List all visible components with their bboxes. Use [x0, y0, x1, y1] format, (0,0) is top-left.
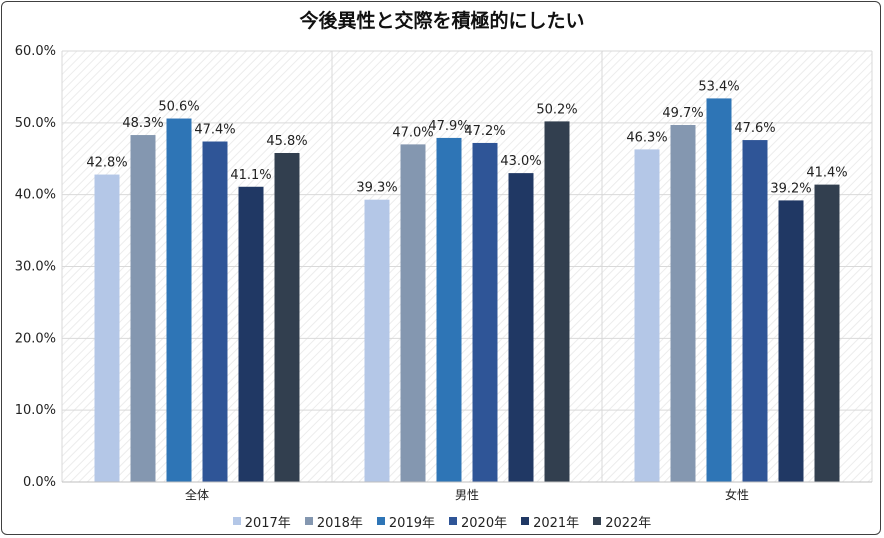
y-tick-label: 60.0%	[15, 44, 56, 59]
legend-item: 2018年	[304, 512, 363, 531]
bar	[778, 200, 804, 482]
legend-label: 2020年	[461, 515, 508, 531]
y-tick-label: 30.0%	[15, 260, 56, 275]
legend-swatch	[304, 517, 313, 525]
data-label: 41.4%	[806, 166, 847, 181]
bar	[634, 149, 660, 482]
data-label: 48.3%	[122, 116, 163, 131]
data-label: 50.2%	[536, 102, 577, 117]
data-label: 45.8%	[266, 134, 307, 149]
legend-label: 2019年	[388, 515, 435, 531]
y-tick-label: 0.0%	[23, 475, 56, 490]
legend-item: 2017年	[232, 512, 291, 531]
legend-label: 2017年	[244, 515, 291, 531]
data-label: 43.0%	[500, 154, 541, 169]
data-label: 47.9%	[428, 119, 469, 134]
data-label: 49.7%	[662, 106, 703, 121]
bar	[166, 118, 192, 483]
bar	[472, 142, 498, 483]
chart-legend: 2017年 2018年 2019年 2020年 2021年 2022年	[0, 512, 884, 531]
data-label: 42.8%	[86, 156, 127, 171]
bar	[274, 153, 300, 482]
bar	[400, 144, 426, 482]
legend-item: 2019年	[376, 512, 435, 531]
data-label: 47.0%	[392, 125, 433, 140]
bar	[238, 186, 264, 482]
legend-label: 2018年	[316, 515, 363, 531]
legend-swatch	[593, 517, 602, 525]
legend-swatch	[376, 517, 385, 525]
data-label: 39.3%	[356, 181, 397, 196]
legend-item: 2022年	[593, 512, 651, 531]
legend-swatch	[232, 517, 241, 525]
bar	[508, 173, 534, 482]
bar	[742, 140, 768, 482]
data-label: 47.6%	[734, 121, 775, 136]
bar	[814, 184, 840, 483]
bar	[94, 174, 120, 482]
legend-swatch	[521, 517, 530, 525]
legend-item: 2020年	[449, 512, 507, 531]
data-label: 41.1%	[230, 168, 271, 183]
bar	[544, 121, 570, 482]
data-label: 47.4%	[194, 123, 235, 138]
data-label: 39.2%	[770, 181, 811, 196]
y-tick-label: 10.0%	[15, 403, 56, 418]
bar	[706, 98, 732, 482]
chart-title: 今後異性と交際を積極的にしたい	[299, 10, 585, 32]
y-tick-label: 50.0%	[15, 116, 56, 131]
legend-label: 2022年	[605, 515, 652, 531]
y-tick-label: 20.0%	[15, 331, 56, 346]
data-label: 46.3%	[626, 130, 667, 145]
y-tick-label: 40.0%	[15, 188, 56, 203]
data-label: 53.4%	[698, 79, 739, 94]
data-label: 47.2%	[464, 124, 505, 139]
legend-swatch	[449, 517, 457, 525]
bar	[202, 141, 228, 482]
legend-label: 2021年	[533, 515, 580, 531]
bar	[436, 137, 462, 482]
legend-item: 2021年	[521, 512, 579, 531]
x-category-label: 全体	[185, 487, 209, 502]
x-category-label: 男性	[455, 488, 479, 502]
bar	[364, 199, 390, 482]
x-category-label: 女性	[725, 487, 749, 502]
bar	[670, 124, 696, 482]
bar	[130, 135, 156, 483]
data-label: 50.6%	[158, 100, 199, 115]
